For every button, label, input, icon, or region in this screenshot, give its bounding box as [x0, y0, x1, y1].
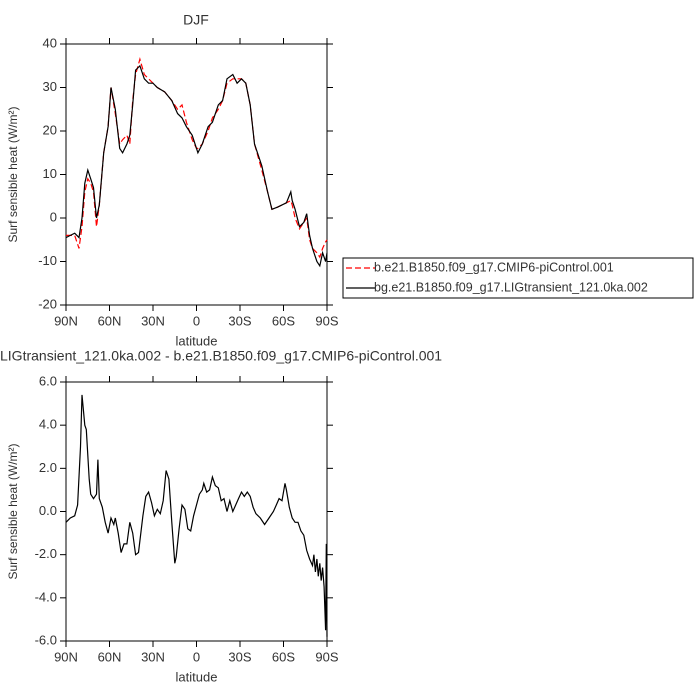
data-line — [65, 394, 328, 637]
y-tick-label: 4.0 — [39, 417, 57, 432]
legend-label: bg.e21.B1850.f09_g17.LIGtransient_121.0k… — [374, 280, 648, 294]
plot-frame — [65, 43, 328, 306]
x-axis-label: latitude — [176, 669, 218, 684]
x-tick-label: 60S — [272, 649, 295, 664]
x-tick-label: 60N — [98, 649, 122, 664]
plot-frame — [65, 381, 328, 642]
x-tick-label: 60N — [98, 313, 122, 328]
legend-box — [342, 257, 694, 299]
x-tick-label: 0 — [193, 313, 200, 328]
legend-label: b.e21.B1850.f09_g17.CMIP6-piControl.001 — [374, 260, 614, 274]
chart-title: DJF — [183, 12, 209, 28]
x-tick-label: 30S — [228, 649, 251, 664]
y-tick-label: 10 — [43, 166, 57, 181]
y-axis-label: Surf sensible heat (W/m²) — [6, 443, 20, 579]
y-tick-label: 2.0 — [39, 460, 57, 475]
x-tick-label: 0 — [193, 649, 200, 664]
data-line — [65, 64, 328, 268]
x-tick-label: 60S — [272, 313, 295, 328]
x-tick-label: 90S — [315, 649, 338, 664]
y-tick-label: 6.0 — [39, 373, 57, 388]
chart-title: LIGtransient_121.0ka.002 - b.e21.B1850.f… — [0, 348, 442, 364]
y-axis-label: Surf sensible heat (W/m²) — [6, 106, 20, 242]
x-tick-label: 90N — [54, 649, 78, 664]
x-tick-label: 30N — [141, 313, 165, 328]
y-tick-label: 40 — [43, 35, 57, 50]
y-tick-label: 30 — [43, 79, 57, 94]
y-tick-label: -2.0 — [35, 546, 57, 561]
y-tick-label: -6.0 — [35, 632, 57, 647]
x-tick-label: 30N — [141, 649, 165, 664]
y-tick-label: -20 — [38, 296, 57, 311]
y-tick-label: -4.0 — [35, 589, 57, 604]
y-tick-label: 0.0 — [39, 503, 57, 518]
x-tick-label: 90S — [315, 313, 338, 328]
y-tick-label: 0 — [50, 209, 57, 224]
x-axis-label: latitude — [176, 333, 218, 348]
y-tick-label: -10 — [38, 253, 57, 268]
x-tick-label: 90N — [54, 313, 78, 328]
y-tick-label: 20 — [43, 122, 57, 137]
data-line — [66, 57, 328, 259]
x-tick-label: 30S — [228, 313, 251, 328]
